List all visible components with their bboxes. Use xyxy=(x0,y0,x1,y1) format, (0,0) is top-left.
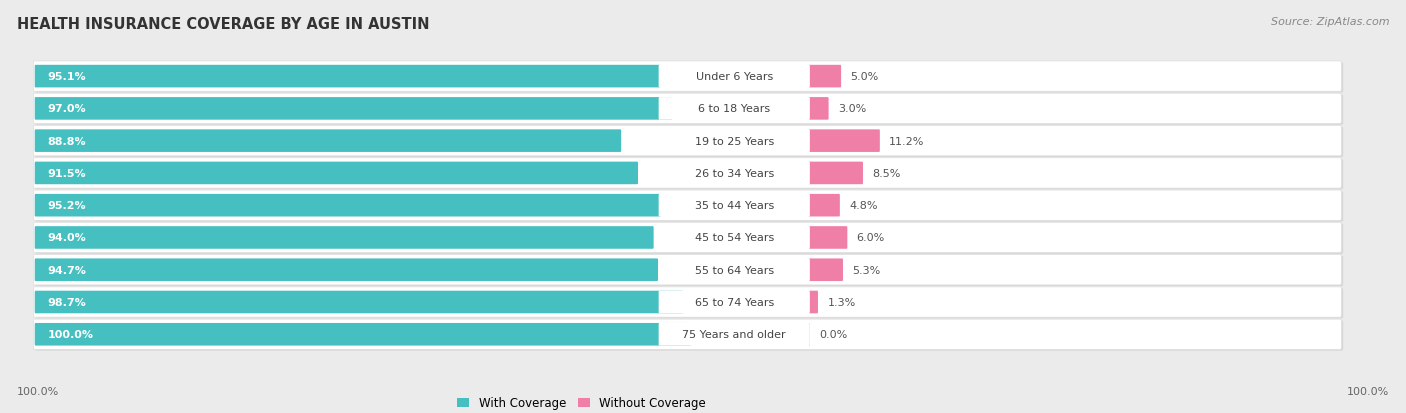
FancyBboxPatch shape xyxy=(35,259,658,281)
Text: HEALTH INSURANCE COVERAGE BY AGE IN AUSTIN: HEALTH INSURANCE COVERAGE BY AGE IN AUST… xyxy=(17,17,429,31)
Text: 1.3%: 1.3% xyxy=(827,297,856,307)
Text: 4.8%: 4.8% xyxy=(849,201,877,211)
FancyBboxPatch shape xyxy=(34,287,1341,318)
Text: 98.7%: 98.7% xyxy=(48,297,87,307)
Text: 75 Years and older: 75 Years and older xyxy=(682,330,786,339)
FancyBboxPatch shape xyxy=(34,190,1341,221)
FancyBboxPatch shape xyxy=(35,162,638,185)
FancyBboxPatch shape xyxy=(35,320,1343,351)
FancyBboxPatch shape xyxy=(35,95,1343,126)
FancyBboxPatch shape xyxy=(34,126,1341,157)
FancyBboxPatch shape xyxy=(35,195,661,217)
FancyBboxPatch shape xyxy=(34,94,1341,124)
FancyBboxPatch shape xyxy=(34,158,1341,189)
Text: 3.0%: 3.0% xyxy=(838,104,866,114)
Text: 88.8%: 88.8% xyxy=(48,136,87,146)
FancyBboxPatch shape xyxy=(808,130,880,152)
Text: 11.2%: 11.2% xyxy=(889,136,925,146)
Text: 26 to 34 Years: 26 to 34 Years xyxy=(695,169,773,178)
FancyBboxPatch shape xyxy=(35,288,1343,319)
FancyBboxPatch shape xyxy=(658,130,810,152)
FancyBboxPatch shape xyxy=(808,227,848,249)
FancyBboxPatch shape xyxy=(35,66,661,88)
FancyBboxPatch shape xyxy=(808,98,828,120)
FancyBboxPatch shape xyxy=(808,259,844,281)
FancyBboxPatch shape xyxy=(34,255,1341,285)
FancyBboxPatch shape xyxy=(658,66,810,88)
Text: 19 to 25 Years: 19 to 25 Years xyxy=(695,136,773,146)
Text: 6.0%: 6.0% xyxy=(856,233,884,243)
FancyBboxPatch shape xyxy=(35,323,692,346)
FancyBboxPatch shape xyxy=(34,223,1341,253)
Text: 8.5%: 8.5% xyxy=(872,169,901,178)
Text: 100.0%: 100.0% xyxy=(1347,387,1389,396)
Legend: With Coverage, Without Coverage: With Coverage, Without Coverage xyxy=(453,392,710,413)
FancyBboxPatch shape xyxy=(35,63,1343,93)
Text: 55 to 64 Years: 55 to 64 Years xyxy=(695,265,773,275)
FancyBboxPatch shape xyxy=(808,162,863,185)
FancyBboxPatch shape xyxy=(808,66,841,88)
FancyBboxPatch shape xyxy=(35,291,683,313)
Text: Under 6 Years: Under 6 Years xyxy=(696,72,773,82)
FancyBboxPatch shape xyxy=(808,291,818,313)
Text: 97.0%: 97.0% xyxy=(48,104,87,114)
FancyBboxPatch shape xyxy=(658,259,810,281)
Text: 95.1%: 95.1% xyxy=(48,72,87,82)
FancyBboxPatch shape xyxy=(658,195,810,217)
FancyBboxPatch shape xyxy=(808,195,839,217)
FancyBboxPatch shape xyxy=(34,319,1341,349)
FancyBboxPatch shape xyxy=(35,192,1343,222)
Text: 6 to 18 Years: 6 to 18 Years xyxy=(699,104,770,114)
FancyBboxPatch shape xyxy=(35,256,1343,287)
FancyBboxPatch shape xyxy=(35,160,1343,190)
FancyBboxPatch shape xyxy=(658,98,810,120)
FancyBboxPatch shape xyxy=(35,227,654,249)
Text: 45 to 54 Years: 45 to 54 Years xyxy=(695,233,773,243)
Text: 94.7%: 94.7% xyxy=(48,265,87,275)
FancyBboxPatch shape xyxy=(35,224,1343,254)
FancyBboxPatch shape xyxy=(35,128,1343,158)
FancyBboxPatch shape xyxy=(658,162,810,185)
Text: 5.0%: 5.0% xyxy=(851,72,879,82)
FancyBboxPatch shape xyxy=(35,98,672,120)
FancyBboxPatch shape xyxy=(35,130,621,152)
Text: 100.0%: 100.0% xyxy=(48,330,94,339)
Text: 5.3%: 5.3% xyxy=(852,265,880,275)
Text: 94.0%: 94.0% xyxy=(48,233,87,243)
FancyBboxPatch shape xyxy=(658,323,810,346)
Text: 0.0%: 0.0% xyxy=(820,330,848,339)
FancyBboxPatch shape xyxy=(658,291,810,313)
Text: 100.0%: 100.0% xyxy=(17,387,59,396)
Text: 95.2%: 95.2% xyxy=(48,201,87,211)
Text: 91.5%: 91.5% xyxy=(48,169,87,178)
FancyBboxPatch shape xyxy=(658,227,810,249)
Text: Source: ZipAtlas.com: Source: ZipAtlas.com xyxy=(1271,17,1389,26)
FancyBboxPatch shape xyxy=(34,62,1341,92)
Text: 35 to 44 Years: 35 to 44 Years xyxy=(695,201,773,211)
Text: 65 to 74 Years: 65 to 74 Years xyxy=(695,297,773,307)
